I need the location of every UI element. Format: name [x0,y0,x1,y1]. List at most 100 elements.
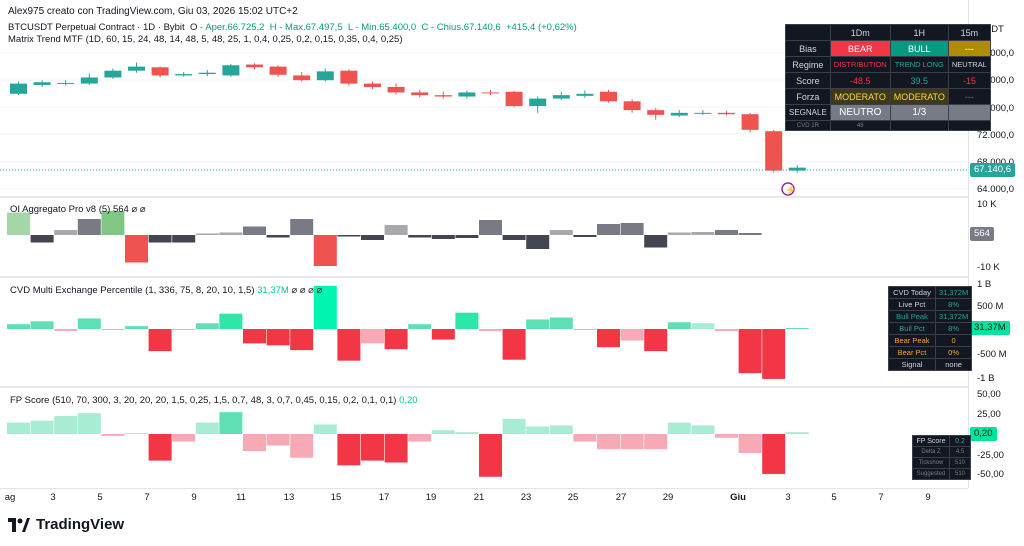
candle [57,82,75,84]
last-price-badge: 67.140,6 [970,163,1015,177]
cvd-bar [125,326,148,329]
candle [718,112,735,115]
matrix-cell: 39.5 [889,72,949,89]
candle [600,91,617,102]
matrix-cell: -48.5 [829,72,891,89]
time-axis-label: Giu [730,492,746,503]
candle [222,65,240,76]
cvd-axis-tick: -1 B [977,373,995,384]
fp-axis-tick: -25,00 [977,450,1004,461]
matrix-cell [947,120,991,131]
price-axis[interactable] [968,0,1024,488]
cvd-table-key: Bull Peak [888,310,936,323]
candle [387,87,405,93]
matrix-row-label: SEGNALE [785,104,831,121]
cvd-bar [7,324,30,329]
price-tick: 72.000,0 [977,130,1014,141]
oi-bar [738,233,762,235]
indicator-title[interactable]: Matrix Trend MTF (1D, 60, 15, 24, 48, 14… [8,34,403,45]
cvd-title-value: 31,37M [257,285,289,296]
cvd-bar [762,329,786,379]
fp-bar [691,425,715,434]
matrix-cell: BEAR [829,40,891,57]
cvd-bar [384,329,408,350]
candle [10,83,27,94]
cvd-table-val: 0 [934,334,973,347]
cvd-bar [361,329,384,344]
time-axis-label: 3 [50,492,56,503]
cvd-table-key: Bear Peak [888,334,936,347]
candle [293,75,311,81]
fp-bar [54,415,78,434]
fp-table-key: FP Score [912,435,950,447]
candle [552,95,570,99]
candle [340,70,358,84]
lightning-icon[interactable] [781,182,795,196]
oi-bar [266,235,290,238]
fp-table-val: 4.5 [949,446,971,458]
matrix-header: 15m [947,24,991,41]
cvd-table-key: Signal [888,358,936,371]
matrix-corner [785,24,831,41]
cvd-bar [77,318,101,329]
oi-bar [7,212,30,235]
candle [529,98,547,107]
cvd-bar [431,329,455,340]
cvd-bar [54,329,78,331]
candle [316,71,334,81]
oi-bar [715,230,738,235]
cvd-table-key: Bear Pct [888,346,936,359]
cvd-bar [408,324,432,329]
symbol-name[interactable]: BTCUSDT Perpetual Contract · 1D · Bybit [8,22,185,33]
oi-bar [549,230,573,235]
oi-title-text: OI Aggregato Pro v8 (5) [10,204,111,215]
oi-bar [691,232,715,235]
fp-bar [597,434,620,450]
cvd-bar [526,319,550,329]
matrix-cell: MODERATO [829,88,891,105]
cvd-axis-tick: -500 M [977,349,1007,360]
oi-bar [54,230,78,235]
time-axis-label: 23 [520,492,532,503]
cvd-table-val: 31,372M [934,286,973,299]
cvd-bar [644,329,668,352]
oi-bar [408,235,432,238]
cvd-title[interactable]: CVD Multi Exchange Percentile (1, 336, 7… [10,285,323,296]
fp-table-key: Suggested [912,468,950,480]
time-axis-label: 11 [236,492,246,503]
cvd-table: CVD Today 31,372M Live Pct 8% Bull Peak 31,… [888,286,973,371]
fp-table-key: Tickshow [912,457,950,469]
matrix-cell: 1/3 [889,104,949,121]
currency-label: USDT [978,24,1004,35]
oi-bar [526,235,550,249]
fp-bar [644,434,668,450]
open-value: - Aper.66.725,2 [200,22,265,33]
oi-bar [573,235,597,237]
candle [670,112,688,116]
cvd-bar [243,329,266,344]
fp-title[interactable]: FP Score (510, 70, 300, 3, 20, 20, 20, 1… [10,395,418,406]
matrix-row-label: Score [785,72,831,89]
candle [647,110,665,115]
candle [458,92,476,97]
cvd-bar [266,329,290,346]
fp-bar [30,420,54,434]
fp-bar [785,432,809,434]
chart-caption: Alex975 creato con TradingView.com, Giu … [8,6,298,17]
matrix-row-label: Regime [785,56,831,73]
time-axis-label: 5 [831,492,837,503]
cvd-bar [597,329,620,348]
matrix-cell: MODERATO [889,88,949,105]
fp-bar [337,434,361,466]
cvd-axis-tick: 500 M [977,301,1004,312]
price-tick: 68.000,0 [977,157,1014,168]
fp-bar [77,413,101,434]
cvd-bar [148,329,172,352]
cvd-bar [337,329,361,361]
candle [482,92,499,94]
chart-canvas[interactable]: ⚡ [0,0,968,488]
matrix-cell: --- [947,40,991,57]
oi-title[interactable]: OI Aggregato Pro v8 (5) 564 ⌀ ⌀ [10,204,146,215]
fp-table-val: 510 [949,457,971,469]
matrix-table: 1Dm 1H 15m Bias BEAR BULL --- Regime DIS… [785,24,991,131]
